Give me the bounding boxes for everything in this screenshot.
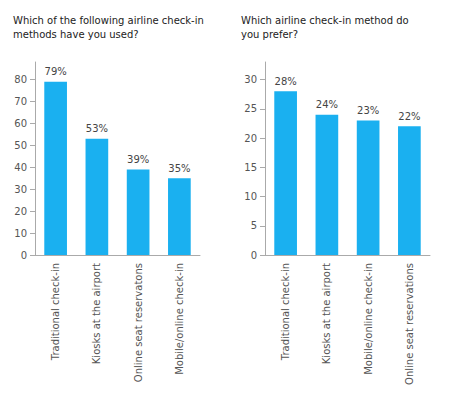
- svg-text:15: 15: [244, 162, 257, 173]
- svg-text:0: 0: [251, 250, 257, 261]
- svg-text:53%: 53%: [86, 123, 108, 134]
- svg-text:60: 60: [14, 118, 27, 129]
- svg-text:10: 10: [14, 228, 27, 239]
- svg-text:23%: 23%: [357, 105, 379, 116]
- svg-text:Kiosks at the airport: Kiosks at the airport: [321, 263, 332, 364]
- svg-text:40: 40: [14, 162, 27, 173]
- svg-text:70: 70: [14, 96, 27, 107]
- svg-text:22%: 22%: [398, 111, 420, 122]
- svg-text:50: 50: [14, 140, 27, 151]
- svg-text:5: 5: [251, 220, 257, 231]
- svg-text:Online seat reservations: Online seat reservations: [404, 263, 415, 385]
- svg-text:35%: 35%: [168, 163, 190, 174]
- svg-text:30: 30: [244, 74, 257, 85]
- svg-text:Traditional check-in: Traditional check-in: [280, 263, 291, 361]
- svg-text:Mobile/online check-in: Mobile/online check-in: [363, 263, 374, 375]
- svg-text:0: 0: [21, 250, 27, 261]
- svg-text:Which of the following airline: Which of the following airline check-in: [13, 15, 204, 26]
- svg-text:80: 80: [14, 74, 27, 85]
- svg-text:20: 20: [244, 133, 257, 144]
- svg-text:Mobile/online check-in: Mobile/online check-in: [174, 263, 185, 375]
- svg-text:24%: 24%: [316, 99, 338, 110]
- svg-text:Kiosks at the airport: Kiosks at the airport: [91, 263, 102, 364]
- svg-text:25: 25: [244, 103, 257, 114]
- svg-text:you prefer?: you prefer?: [241, 29, 298, 40]
- svg-text:20: 20: [14, 206, 27, 217]
- svg-text:30: 30: [14, 184, 27, 195]
- svg-text:Which airline check-in method: Which airline check-in method do: [241, 15, 409, 26]
- svg-text:Traditional check-in: Traditional check-in: [50, 263, 61, 361]
- svg-text:28%: 28%: [275, 76, 297, 87]
- svg-text:39%: 39%: [127, 154, 149, 165]
- svg-text:79%: 79%: [45, 66, 67, 77]
- svg-text:Online seat reservatons: Online seat reservatons: [133, 263, 144, 382]
- svg-text:methods have you used?: methods have you used?: [13, 29, 139, 40]
- svg-text:10: 10: [244, 191, 257, 202]
